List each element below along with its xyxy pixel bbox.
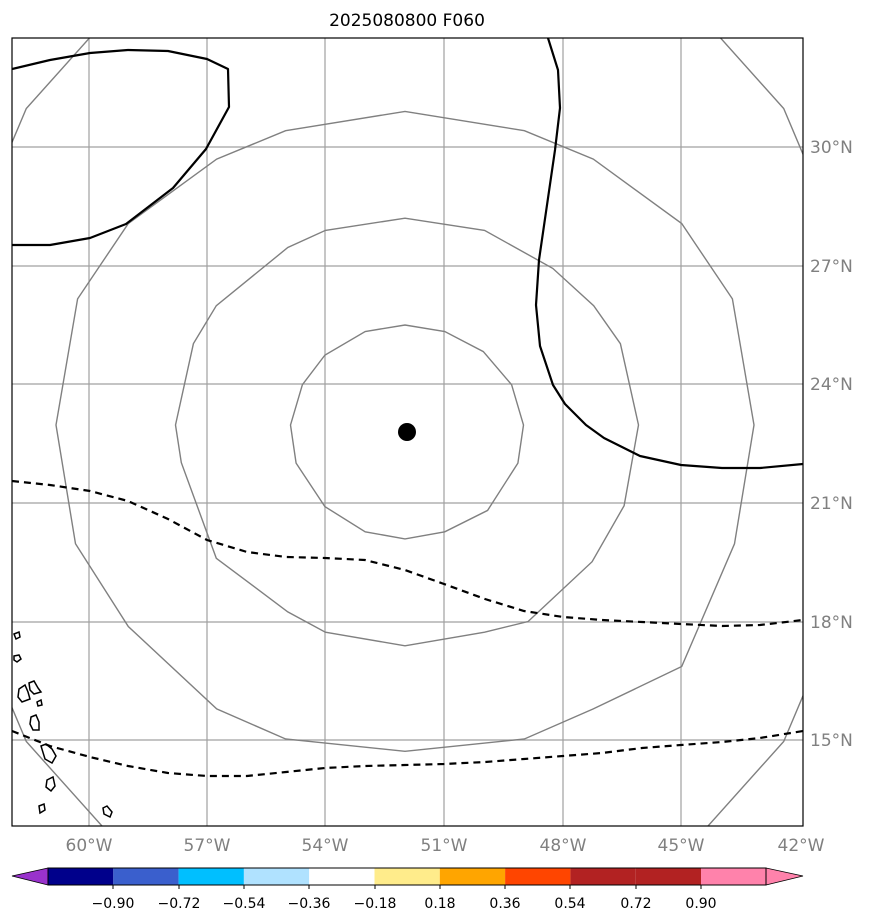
colorbar-segment-1: [48, 868, 114, 885]
lon-label-51w: 51°W: [421, 836, 468, 856]
range-ring-2: [174, 217, 640, 647]
island-8: [45, 775, 56, 793]
colorbar-label-4: −0.36: [288, 896, 331, 912]
colorbar-label-5: −0.18: [354, 896, 397, 912]
lon-label-54w: 54°W: [302, 836, 349, 856]
colorbar-segment-8: [505, 868, 571, 885]
longitude-axis-labels: 60°W 57°W 54°W 51°W 48°W 45°W 42°W: [66, 836, 825, 856]
colorbar-label-1: −0.90: [92, 896, 135, 912]
dashed-contour-south: [12, 729, 803, 778]
colorbar-segment-10: [635, 868, 701, 885]
colorbar-label-2: −0.72: [158, 896, 201, 912]
island-10: [102, 805, 113, 819]
dashed-contours: [12, 479, 803, 778]
island-9: [38, 802, 46, 815]
colorbar-segment-11: [701, 868, 766, 885]
lat-label-27n: 27°N: [810, 257, 853, 277]
lat-label-21n: 21°N: [810, 494, 853, 514]
map-frame: [11, 37, 804, 827]
range-ring-1: [289, 324, 525, 540]
colorbar-tick-labels: −0.90 −0.72 −0.54 −0.36 −0.18 0.18 0.36 …: [92, 896, 717, 912]
island-6: [29, 714, 40, 731]
lon-label-45w: 45°W: [658, 836, 705, 856]
lat-label-18n: 18°N: [810, 613, 853, 633]
colorbar-label-9: 0.72: [620, 896, 651, 912]
colorbar-segment-3: [178, 868, 244, 885]
solid-contour-nw: [12, 48, 231, 247]
colorbar-frame: [47, 867, 767, 886]
colorbar-label-3: −0.54: [223, 896, 266, 912]
colorbar-extend-low: [11, 867, 49, 886]
colorbar-label-6: 0.18: [424, 896, 455, 912]
lon-label-42w: 42°W: [778, 836, 825, 856]
colorbar-label-7: 0.36: [489, 896, 520, 912]
lat-label-30n: 30°N: [810, 138, 853, 158]
coastline-islands: [13, 630, 113, 819]
solid-contour-east: [534, 38, 803, 470]
island-5: [36, 698, 43, 707]
colorbar-label-10: 0.90: [685, 896, 716, 912]
lat-label-15n: 15°N: [810, 731, 853, 751]
colorbar-segment-9: [570, 868, 636, 885]
island-4: [28, 680, 43, 695]
range-ring-3: [55, 110, 755, 753]
island-2: [13, 654, 22, 663]
lat-label-24n: 24°N: [810, 375, 853, 395]
solid-contours: [12, 38, 803, 470]
lon-label-57w: 57°W: [184, 836, 231, 856]
latitude-axis-labels: 30°N 27°N 24°N 21°N 18°N 15°N: [810, 138, 853, 751]
colorbar-segment-2: [113, 868, 179, 885]
lon-label-48w: 48°W: [540, 836, 587, 856]
island-7: [40, 743, 57, 765]
storm-center-marker: [398, 423, 416, 441]
map-title: 2025080800 F060: [329, 11, 485, 31]
colorbar-segment-4: [243, 868, 310, 885]
colorbar-label-8: 0.54: [554, 896, 585, 912]
colorbar-extend-high: [765, 867, 804, 886]
colorbar: −0.90 −0.72 −0.54 −0.36 −0.18 0.18 0.36 …: [11, 867, 804, 912]
colorbar-tick-marks: [112, 885, 702, 889]
island-3: [17, 683, 31, 703]
island-1: [13, 630, 21, 641]
graticule: [12, 38, 803, 826]
lon-label-60w: 60°W: [66, 836, 113, 856]
colorbar-segment-5: [309, 868, 375, 885]
colorbar-segment-6: [374, 868, 440, 885]
dashed-contour-north: [12, 479, 803, 628]
colorbar-segment-7: [439, 868, 506, 885]
